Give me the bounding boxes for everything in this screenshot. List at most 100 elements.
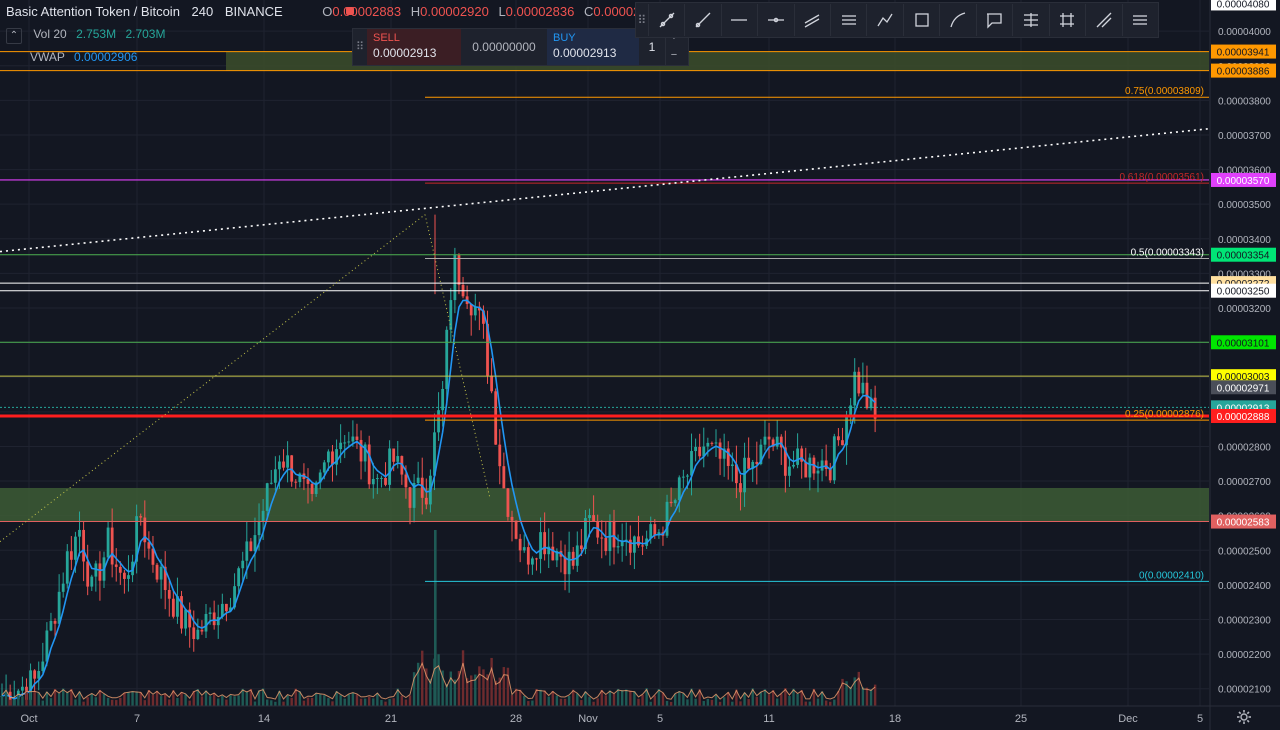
decrement-button[interactable]: −: [670, 49, 678, 61]
candle-body: [367, 444, 371, 485]
volume-bar: [792, 688, 795, 706]
fib-retracement-icon[interactable]: [830, 4, 866, 36]
volume-bar: [376, 693, 379, 706]
vwap-label[interactable]: VWAP: [30, 50, 65, 64]
candle-body: [380, 477, 383, 479]
x-tick-label: Dec: [1118, 713, 1138, 725]
candle-body: [604, 537, 608, 552]
sell-button[interactable]: SELL 0.00002913: [367, 29, 461, 65]
candle-body: [208, 612, 212, 614]
price-axis: [1210, 0, 1280, 730]
candle-body: [404, 474, 408, 488]
volume-bar: [217, 698, 220, 706]
y-tick-label: 0.00002500: [1218, 546, 1271, 557]
candle-body: [135, 516, 139, 562]
symbol-title[interactable]: Basic Attention Token / Bitcoin: [6, 4, 180, 19]
candle-body: [612, 521, 616, 548]
candle-body: [751, 461, 755, 469]
volume-bar: [665, 700, 669, 706]
volume-bar: [706, 698, 710, 706]
fib-extension-icon[interactable]: [1012, 4, 1048, 36]
candle-body: [514, 520, 518, 539]
gann-fan-icon[interactable]: [1121, 4, 1158, 36]
candle-body: [192, 627, 196, 639]
volume-bar: [645, 688, 648, 706]
candle-body: [37, 671, 41, 679]
volume-bar: [771, 690, 775, 706]
price-label-text: 0.00003354: [1217, 251, 1270, 262]
volume-bar: [66, 692, 69, 706]
candle-body: [57, 591, 61, 624]
chevron-up-icon[interactable]: ⌃: [6, 28, 22, 44]
volume-bar: [37, 692, 40, 706]
candle-body: [690, 451, 693, 476]
open-value: 0.00002883: [332, 4, 402, 19]
candle-body: [616, 546, 620, 548]
interval-label[interactable]: 240: [191, 4, 214, 19]
low-label: L: [498, 4, 506, 19]
candle-body: [710, 442, 714, 444]
volume-bar: [710, 699, 714, 706]
path-icon[interactable]: [866, 4, 902, 36]
candle-body: [816, 470, 820, 474]
volume-bar: [755, 696, 758, 706]
volume-bar: [359, 698, 363, 706]
candle-body: [486, 323, 489, 376]
candle-body: [371, 478, 375, 485]
fib-level-label: 0.618(0.00003561): [1119, 172, 1204, 183]
candle-body: [832, 436, 836, 481]
volume-label[interactable]: Vol 20: [33, 27, 67, 41]
volume-bar: [282, 701, 285, 706]
volume-bar: [62, 688, 65, 706]
drag-handle-icon[interactable]: ⠿: [355, 41, 365, 53]
x-tick-label: 21: [385, 713, 397, 725]
y-tick-label: 0.00002100: [1218, 685, 1271, 696]
volume-bar: [678, 691, 681, 706]
volume-bar: [363, 698, 367, 706]
candle-body: [212, 612, 216, 626]
price-label-text: 0.00003886: [1217, 67, 1270, 78]
candle-body: [176, 596, 179, 617]
volume-bar: [478, 666, 481, 706]
candle-body: [841, 440, 844, 446]
volume-bar: [604, 695, 608, 706]
candle-body: [800, 448, 804, 462]
y-tick-label: 0.00003300: [1218, 269, 1271, 280]
candle-body: [184, 609, 187, 629]
volume-bar: [249, 688, 253, 706]
volume-bar: [572, 689, 575, 706]
vwap-legend: VWAP 0.00002906: [30, 50, 137, 64]
candle-body: [739, 483, 742, 493]
candle-body: [143, 517, 147, 543]
candle-body: [392, 448, 396, 462]
rectangle-icon[interactable]: [902, 4, 939, 36]
price-label-badge: [1211, 63, 1276, 78]
volume-bar: [180, 692, 183, 706]
candle-body: [286, 455, 289, 468]
gear-icon[interactable]: [1236, 709, 1252, 725]
drag-handle-icon[interactable]: ⠿: [637, 13, 647, 27]
fib-channel-icon[interactable]: [1048, 4, 1085, 36]
ray-icon[interactable]: [684, 4, 720, 36]
callout-icon[interactable]: [975, 4, 1012, 36]
exchange-label: BINANCE: [224, 4, 283, 19]
trend-line-icon[interactable]: [647, 4, 684, 36]
volume-bar: [727, 692, 730, 706]
horizontal-line-icon[interactable]: [720, 4, 757, 36]
price-label-text: 0.00002971: [1217, 383, 1270, 394]
volume-bar: [731, 701, 734, 706]
candle-body: [69, 551, 73, 560]
pitchfork-icon[interactable]: [1085, 4, 1121, 36]
quantity-input[interactable]: 1: [648, 40, 656, 54]
candle-body: [123, 572, 126, 579]
horizontal-ray-icon[interactable]: [757, 4, 793, 36]
price-label-text: 0.00004080: [1217, 0, 1270, 10]
buy-button[interactable]: BUY 0.00002913: [547, 29, 639, 65]
parallel-channel-icon[interactable]: [793, 4, 830, 36]
brush-icon[interactable]: [939, 4, 975, 36]
volume-bar: [241, 688, 244, 706]
volume-bar: [233, 696, 236, 706]
volume-bar: [115, 700, 118, 706]
volume-bar: [776, 698, 779, 706]
